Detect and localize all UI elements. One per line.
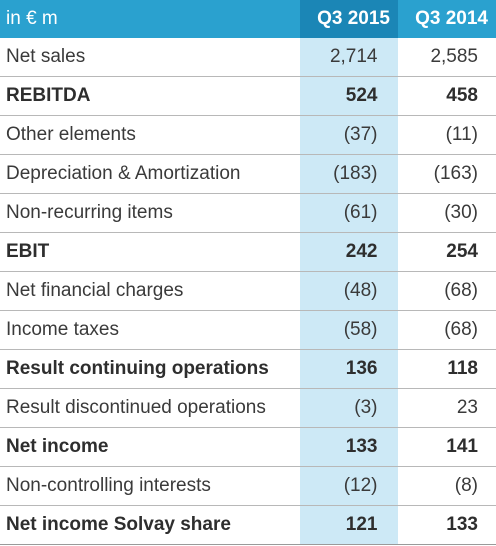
q3-2014-value: (163) <box>397 154 496 194</box>
row-label: Net income Solvay share <box>0 505 300 545</box>
q3-2014-value: (11) <box>397 115 496 155</box>
table-row: EBIT 242 254 <box>0 232 496 272</box>
row-label: Net financial charges <box>0 271 300 311</box>
q3-2015-value: 242 <box>300 232 398 272</box>
row-label: Depreciation & Amortization <box>0 154 300 194</box>
row-label: Other elements <box>0 115 300 155</box>
table-row: Depreciation & Amortization (183) (163) <box>0 154 496 194</box>
q3-2014-header: Q3 2014 <box>398 0 496 38</box>
q3-2015-value: (37) <box>300 115 398 155</box>
q3-2015-value: 136 <box>300 349 398 389</box>
q3-2015-value: (48) <box>300 271 398 311</box>
table-row: Other elements (37) (11) <box>0 115 496 155</box>
table-row: Non-recurring items (61) (30) <box>0 193 496 233</box>
q3-2015-value: (58) <box>300 310 398 350</box>
q3-2015-value: (3) <box>300 388 398 428</box>
unit-header: in € m <box>0 0 300 38</box>
table-row: Result continuing operations 136 118 <box>0 349 496 389</box>
q3-2014-value: (30) <box>397 193 496 233</box>
q3-2014-value: (8) <box>397 466 496 506</box>
q3-2015-value: 121 <box>300 505 398 545</box>
q3-2014-value: 458 <box>397 76 496 116</box>
table-row: Income taxes (58) (68) <box>0 310 496 350</box>
q3-2015-value: (183) <box>300 154 398 194</box>
q3-2015-value: (61) <box>300 193 398 233</box>
table-row: Net income Solvay share 121 133 <box>0 505 496 545</box>
q3-2015-header: Q3 2015 <box>300 0 398 38</box>
row-label: Result discontinued operations <box>0 388 300 428</box>
q3-2014-value: 23 <box>397 388 496 428</box>
q3-2015-value: 133 <box>300 427 398 467</box>
q3-2014-value: 2,585 <box>397 38 496 77</box>
q3-2014-value: 254 <box>397 232 496 272</box>
table-row: Net financial charges (48) (68) <box>0 271 496 311</box>
q3-2014-value: 141 <box>397 427 496 467</box>
q3-2015-value: (12) <box>300 466 398 506</box>
q3-2015-value: 2,714 <box>300 38 398 77</box>
row-label: Income taxes <box>0 310 300 350</box>
row-label: EBIT <box>0 232 300 272</box>
table-row: REBITDA 524 458 <box>0 76 496 116</box>
row-label: Non-controlling interests <box>0 466 300 506</box>
row-label: Net income <box>0 427 300 467</box>
table-row: Net sales 2,714 2,585 <box>0 38 496 77</box>
q3-2014-value: 133 <box>397 505 496 545</box>
table-header-row: in € m Q3 2015 Q3 2014 <box>0 0 496 38</box>
table-row: Net income 133 141 <box>0 427 496 467</box>
row-label: Net sales <box>0 38 300 77</box>
table-row: Non-controlling interests (12) (8) <box>0 466 496 506</box>
table-body: Net sales 2,714 2,585 REBITDA 524 458 Ot… <box>0 38 496 545</box>
table-row: Result discontinued operations (3) 23 <box>0 388 496 428</box>
q3-2014-value: 118 <box>397 349 496 389</box>
row-label: REBITDA <box>0 76 300 116</box>
row-label: Result continuing operations <box>0 349 300 389</box>
q3-2014-value: (68) <box>397 310 496 350</box>
q3-2015-value: 524 <box>300 76 398 116</box>
row-label: Non-recurring items <box>0 193 300 233</box>
q3-2014-value: (68) <box>397 271 496 311</box>
